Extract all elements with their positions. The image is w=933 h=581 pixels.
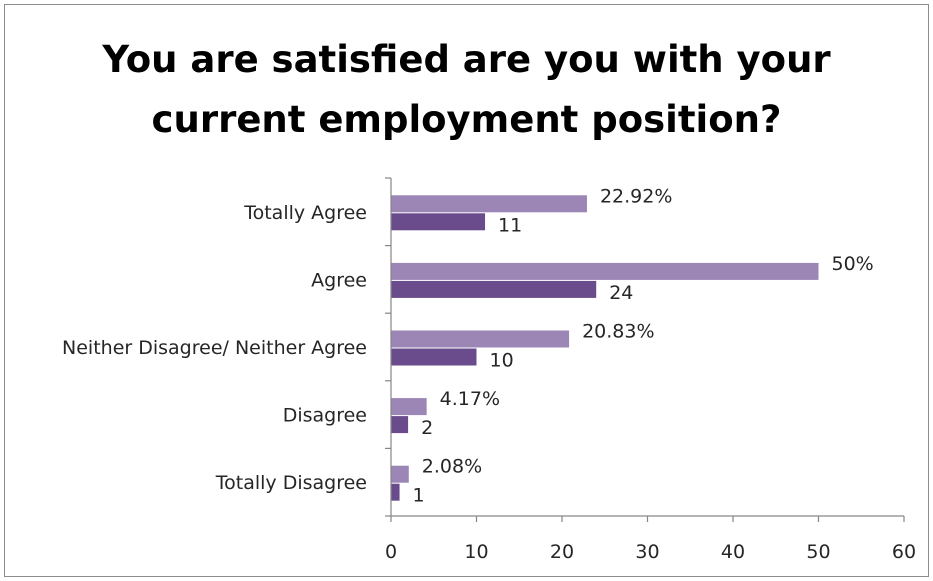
category-label: Neither Disagree/ Neither Agree (62, 337, 367, 359)
bar (391, 330, 570, 348)
bar (391, 195, 587, 213)
axes-layer (385, 177, 905, 522)
bar (391, 213, 486, 231)
data-label: 2 (421, 417, 433, 439)
x-tick-label: 50 (806, 541, 830, 563)
bar (391, 398, 427, 416)
data-label: 11 (498, 214, 522, 236)
bar (391, 465, 409, 483)
category-label: Totally Disagree (215, 472, 367, 494)
data-label: 22.92% (600, 185, 672, 207)
bar (391, 280, 597, 298)
bar (391, 348, 477, 366)
data-label: 10 (490, 350, 514, 372)
data-label: 2.08% (422, 456, 482, 478)
data-label: 20.83% (582, 321, 654, 343)
x-tick-label: 30 (635, 541, 659, 563)
bar (391, 262, 819, 280)
bars-layer (391, 195, 819, 501)
x-tick-label: 60 (892, 541, 916, 563)
data-label: 4.17% (440, 388, 500, 410)
category-label: Disagree (283, 405, 367, 427)
chart-title: You are satisfied are you with your curr… (102, 38, 831, 141)
data-label: 24 (609, 282, 633, 304)
labels-layer: Totally Agree 22.92% 11 Agree 50% 24 Neither D… (62, 185, 916, 563)
x-tick-label: 20 (550, 541, 574, 563)
bar (391, 416, 409, 434)
x-tick-label: 0 (385, 541, 397, 563)
category-label: Agree (311, 269, 367, 291)
x-tick-label: 40 (721, 541, 745, 563)
data-label: 1 (413, 485, 425, 507)
bar (391, 483, 400, 501)
data-label: 50% (832, 253, 874, 275)
category-label: Totally Agree (243, 202, 367, 224)
x-tick-label: 10 (464, 541, 488, 563)
